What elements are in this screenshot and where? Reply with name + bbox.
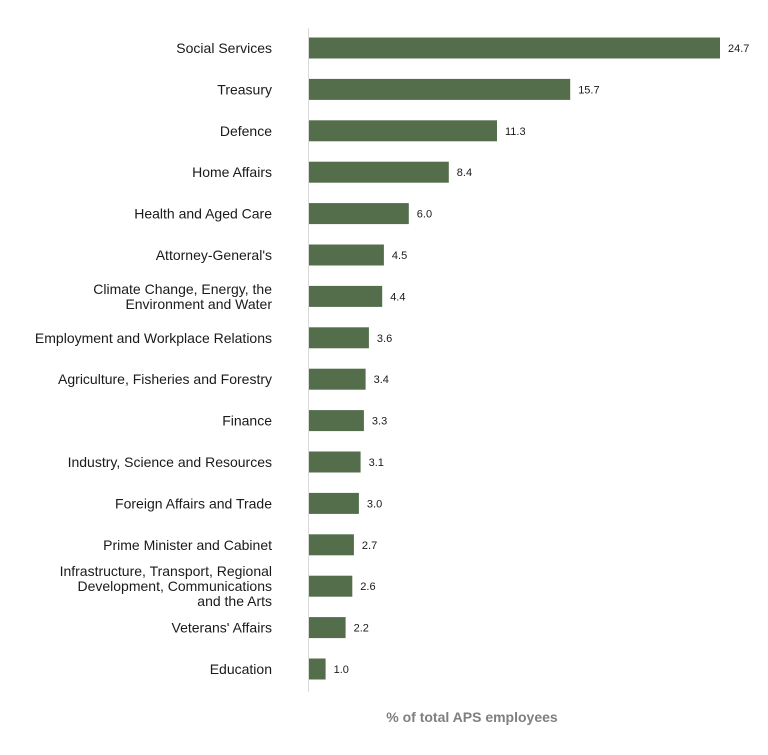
bar	[309, 492, 359, 514]
bar	[309, 161, 449, 183]
bar-value-label: 15.7	[578, 84, 599, 96]
bar	[309, 575, 353, 597]
bar-value-label: 24.7	[728, 43, 749, 55]
category-label: Education	[210, 661, 272, 677]
category-label: Climate Change, Energy, the	[93, 281, 272, 297]
bar	[309, 451, 361, 473]
category-label: and the Arts	[197, 593, 272, 609]
category-label: Finance	[222, 413, 272, 429]
category-label: Attorney-General's	[156, 247, 272, 263]
bar-value-label: 3.3	[372, 416, 387, 428]
bar	[309, 78, 571, 100]
value-labels-group: 24.7 15.7 11.3 8.4 6.0 4.5 4.4 3.6 3.4 3.3 3.1 3.0 2…	[334, 43, 750, 676]
bar-value-label: 3.0	[367, 498, 382, 510]
bar	[309, 244, 384, 266]
bar	[309, 120, 497, 142]
bar	[309, 368, 366, 390]
bar-value-label: 6.0	[417, 209, 432, 221]
category-label: Development, Communications	[77, 578, 272, 594]
category-label: Environment and Water	[125, 296, 272, 312]
x-axis-title: % of total APS employees	[386, 709, 558, 725]
bar-value-label: 4.4	[390, 291, 405, 303]
bar-value-label: 8.4	[457, 167, 472, 179]
bars-group	[309, 37, 720, 680]
category-label: Infrastructure, Transport, Regional	[60, 563, 272, 579]
bar	[309, 410, 364, 432]
category-label: Foreign Affairs and Trade	[115, 495, 272, 511]
category-label: Veterans' Affairs	[172, 620, 272, 636]
bar-value-label: 1.0	[334, 664, 349, 676]
bar-value-label: 2.7	[362, 540, 377, 552]
category-labels-group: Social Services Treasury Defence Home Affai…	[35, 40, 272, 677]
bar	[309, 327, 369, 349]
bar-value-label: 2.6	[360, 581, 375, 593]
category-label: Treasury	[217, 81, 272, 97]
bar	[309, 285, 383, 307]
category-label: Employment and Workplace Relations	[35, 330, 272, 346]
category-label: Agriculture, Fisheries and Forestry	[58, 371, 272, 387]
category-label: Social Services	[176, 40, 272, 56]
category-label: Home Affairs	[192, 164, 272, 180]
bar-value-label: 2.2	[354, 623, 369, 635]
bar	[309, 534, 354, 556]
bar-value-label: 3.4	[374, 374, 389, 386]
category-label: Prime Minister and Cabinet	[103, 537, 272, 553]
bar	[309, 617, 346, 639]
bar-value-label: 11.3	[505, 126, 526, 138]
bar	[309, 203, 409, 225]
category-label: Industry, Science and Resources	[68, 454, 272, 470]
category-label: Health and Aged Care	[134, 206, 272, 222]
category-label: Defence	[220, 123, 272, 139]
bar	[309, 658, 326, 680]
bar-value-label: 4.5	[392, 250, 407, 262]
bar-value-label: 3.6	[377, 333, 392, 345]
bar	[309, 37, 720, 59]
bar-value-label: 3.1	[369, 457, 384, 469]
